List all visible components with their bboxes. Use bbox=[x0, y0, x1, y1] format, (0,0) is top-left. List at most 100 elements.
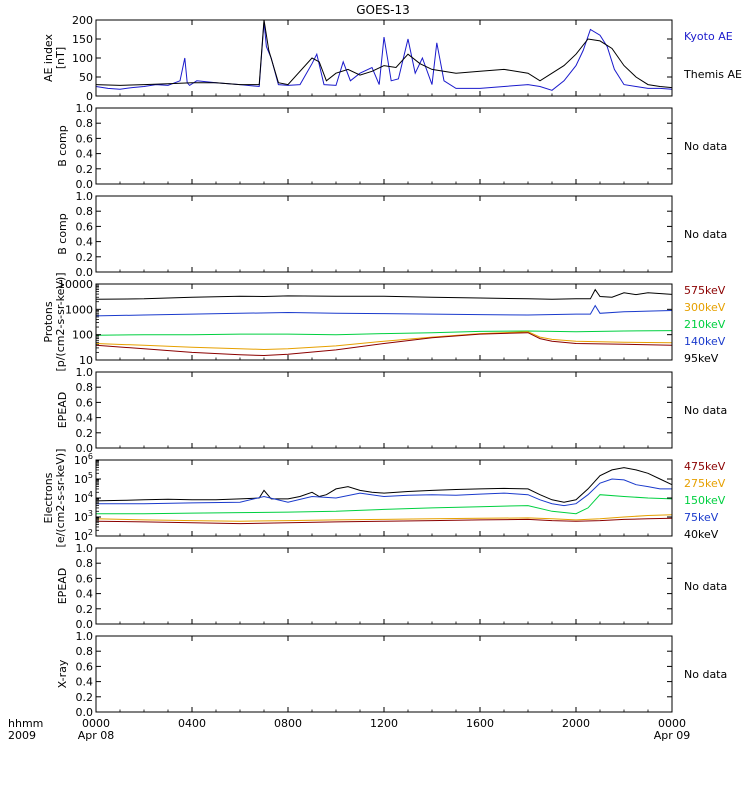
electrons-ytick-exp-4: 6 bbox=[88, 452, 93, 461]
ae-series-themis-ae bbox=[95, 19, 673, 89]
time-axis-date-label-1: Apr 09 bbox=[654, 729, 691, 742]
time-axis-tick-label-1: 0400 bbox=[178, 717, 206, 730]
bcomp1-ylabel-line-0: B comp bbox=[56, 125, 69, 167]
electrons-legend-75kev: 75keV bbox=[684, 511, 719, 524]
bcomp2-ytick-label-2: 0.4 bbox=[76, 236, 94, 249]
electrons-series-40kev bbox=[95, 467, 673, 503]
time-axis: hhmm 2009 0000 0400 0800 1200 1600 2000 0000Ap… bbox=[8, 717, 690, 742]
time-axis-corner-label-hhmm: hhmm bbox=[8, 717, 43, 730]
electrons-series-150kev bbox=[96, 494, 673, 515]
bcomp1-ytick-label-3: 0.6 bbox=[76, 132, 94, 145]
protons-legend-210kev: 210keV bbox=[684, 318, 726, 331]
bcomp1-ytick-label-1: 0.2 bbox=[76, 163, 94, 176]
epead1-ytick-label-3: 0.6 bbox=[76, 396, 94, 409]
electrons-ylabel-line-1: [e/(cm2-s-sr-keV)] bbox=[54, 449, 67, 548]
ae-ylabel-line-0: AE index bbox=[42, 33, 55, 82]
xray-status-text: No data bbox=[684, 668, 727, 681]
epead1-ytick-label-5: 1.0 bbox=[76, 366, 94, 379]
xray-ytick-label-0: 0.0 bbox=[76, 706, 94, 719]
ae-ytick-label-1: 50 bbox=[79, 71, 93, 84]
ae-ytick-label-3: 150 bbox=[72, 33, 93, 46]
bcomp1-ytick-label-0: 0.0 bbox=[76, 178, 94, 191]
protons-ytick-label-2: 1000 bbox=[65, 303, 93, 316]
electrons-ytick-exp-3: 5 bbox=[88, 471, 93, 480]
electrons-legend-40kev: 40keV bbox=[684, 528, 719, 541]
electrons-series-75kev bbox=[96, 478, 672, 507]
epead2-ylabel-line-0: EPEAD bbox=[56, 568, 69, 605]
panel-stack: 0 50 100 150 200 AE index [nT] Kyoto AE Themis A… bbox=[42, 14, 742, 719]
epead1-ylabel-line-0: EPEAD bbox=[56, 392, 69, 429]
electrons-ytick-exp-2: 4 bbox=[88, 490, 93, 499]
protons-series-300kev bbox=[95, 331, 673, 351]
xray-ytick-label-2: 0.4 bbox=[76, 676, 94, 689]
protons-series-140kev bbox=[95, 304, 673, 317]
protons-legend-140kev: 140keV bbox=[684, 335, 726, 348]
epead2-status-text: No data bbox=[684, 580, 727, 593]
electrons-ylabel-line-0: Electrons bbox=[42, 472, 55, 523]
panel-bcomp2: 0.0 0.2 0.4 0.6 0.8 1.0 B comp No data bbox=[56, 190, 727, 279]
electrons-legend-275kev: 275keV bbox=[684, 477, 726, 490]
xray-ytick-label-3: 0.6 bbox=[76, 660, 94, 673]
plot-title: GOES-13 bbox=[356, 3, 410, 17]
panel-electrons: 102 103 104 105 106 Electrons [e/(cm2-s-sr-keV… bbox=[42, 449, 726, 548]
panel-ae: 0 50 100 150 200 AE index [nT] Kyoto AE Themis A… bbox=[42, 14, 742, 103]
bcomp2-ytick-label-0: 0.0 bbox=[76, 266, 94, 279]
protons-ytick-label-0: 10 bbox=[79, 354, 93, 367]
ae-frame bbox=[95, 19, 673, 97]
time-axis-corner-label-year: 2009 bbox=[8, 729, 36, 742]
ae-legend-kyoto-ae: Kyoto AE bbox=[684, 30, 733, 43]
electrons-ytick-label-0: 102 bbox=[74, 528, 93, 543]
protons-ytick-label-3: 10000 bbox=[58, 278, 93, 291]
epead2-ytick-label-1: 0.2 bbox=[76, 603, 94, 616]
ae-series-kyoto-ae bbox=[95, 21, 673, 91]
bcomp1-frame bbox=[95, 107, 673, 185]
bcomp2-ytick-label-5: 1.0 bbox=[76, 190, 94, 203]
ae-ytick-label-4: 200 bbox=[72, 14, 93, 27]
epead2-ytick-label-0: 0.0 bbox=[76, 618, 94, 631]
protons-legend-575kev: 575keV bbox=[684, 284, 726, 297]
protons-legend-95kev: 95keV bbox=[684, 352, 719, 365]
panel-epead1: 0.0 0.2 0.4 0.6 0.8 1.0 EPEAD No data bbox=[56, 366, 727, 455]
time-axis-tick-label-4: 1600 bbox=[466, 717, 494, 730]
time-axis-tick-label-6: 0000 bbox=[658, 717, 686, 730]
epead1-ytick-label-2: 0.4 bbox=[76, 412, 94, 425]
electrons-ytick-label-1: 103 bbox=[74, 509, 93, 524]
electrons-series-475kev bbox=[95, 517, 673, 525]
bcomp2-frame bbox=[95, 195, 673, 273]
bcomp1-ytick-label-4: 0.8 bbox=[76, 117, 94, 130]
panel-epead2: 0.0 0.2 0.4 0.6 0.8 1.0 EPEAD No data bbox=[56, 542, 727, 631]
ae-ytick-label-0: 0 bbox=[86, 90, 93, 103]
electrons-legend-475kev: 475keV bbox=[684, 460, 726, 473]
time-axis-tick-label-0: 0000 bbox=[82, 717, 110, 730]
protons-ytick-label-1: 100 bbox=[72, 329, 93, 342]
ae-ylabel-line-1: [nT] bbox=[54, 47, 67, 69]
epead1-ytick-label-0: 0.0 bbox=[76, 442, 94, 455]
electrons-frame bbox=[95, 459, 673, 537]
bcomp2-ytick-label-3: 0.6 bbox=[76, 220, 94, 233]
xray-ytick-label-5: 1.0 bbox=[76, 630, 94, 643]
ae-ytick-label-2: 100 bbox=[72, 52, 93, 65]
bcomp2-status-text: No data bbox=[684, 228, 727, 241]
protons-ylabel-line-0: Protons bbox=[42, 301, 55, 342]
electrons-ytick-label-3: 105 bbox=[74, 471, 93, 486]
electrons-ytick-label-2: 104 bbox=[74, 490, 93, 505]
protons-frame bbox=[95, 283, 673, 361]
epead1-status-text: No data bbox=[684, 404, 727, 417]
xray-ylabel-line-0: X-ray bbox=[56, 659, 69, 688]
epead2-ytick-label-4: 0.8 bbox=[76, 557, 94, 570]
bcomp1-status-text: No data bbox=[684, 140, 727, 153]
bcomp1-ytick-label-5: 1.0 bbox=[76, 102, 94, 115]
epead1-ytick-label-1: 0.2 bbox=[76, 427, 94, 440]
time-axis-date-label-0: Apr 08 bbox=[78, 729, 115, 742]
time-axis-tick-label-2: 0800 bbox=[274, 717, 302, 730]
epead2-ytick-label-3: 0.6 bbox=[76, 572, 94, 585]
panel-xray: 0.0 0.2 0.4 0.6 0.8 1.0 X-ray No data bbox=[56, 630, 727, 719]
xray-ytick-label-1: 0.2 bbox=[76, 691, 94, 704]
bcomp2-ylabel-line-0: B comp bbox=[56, 213, 69, 255]
epead2-ytick-label-5: 1.0 bbox=[76, 542, 94, 555]
panel-bcomp1: 0.0 0.2 0.4 0.6 0.8 1.0 B comp No data bbox=[56, 102, 727, 191]
protons-legend-300kev: 300keV bbox=[684, 301, 726, 314]
electrons-ytick-exp-0: 2 bbox=[88, 528, 93, 537]
